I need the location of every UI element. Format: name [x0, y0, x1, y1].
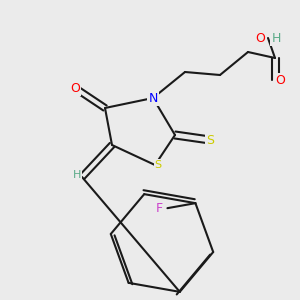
Text: S: S	[154, 160, 162, 170]
Text: H: H	[271, 32, 281, 44]
Text: N: N	[148, 92, 158, 104]
Text: S: S	[206, 134, 214, 146]
Text: H: H	[73, 170, 81, 180]
Text: O: O	[255, 32, 265, 44]
Text: F: F	[156, 202, 163, 215]
Text: O: O	[70, 82, 80, 94]
Text: O: O	[275, 74, 285, 86]
